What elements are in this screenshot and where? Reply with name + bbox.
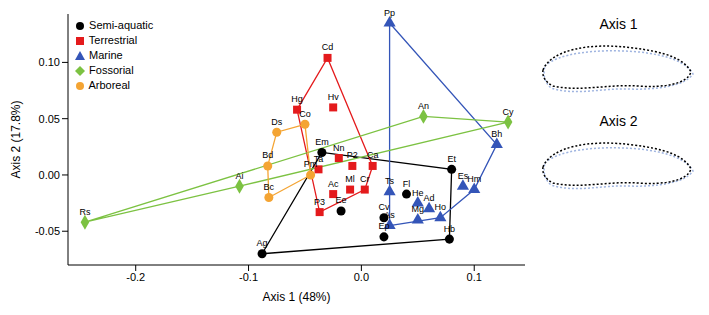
- svg-text:Ad: Ad: [424, 193, 435, 203]
- svg-text:Ta: Ta: [313, 153, 324, 164]
- svg-text:Hm: Hm: [467, 174, 481, 184]
- svg-text:-0.2: -0.2: [126, 271, 145, 283]
- svg-text:0.1: 0.1: [467, 271, 482, 283]
- svg-text:Axis 1 (48%): Axis 1 (48%): [262, 290, 330, 304]
- svg-text:Cr: Cr: [360, 174, 370, 184]
- svg-text:As: As: [384, 210, 395, 220]
- svg-text:Ml: Ml: [345, 174, 355, 184]
- html-text:Fossorial: Fossorial: [89, 64, 134, 76]
- svg-text:-0.1: -0.1: [239, 271, 258, 283]
- svg-text:0.00: 0.00: [39, 169, 60, 181]
- svg-text:Ca: Ca: [367, 150, 379, 160]
- svg-text:Cd: Cd: [322, 42, 334, 52]
- html-text:Axis 1: Axis 1: [599, 16, 638, 32]
- svg-text:P2: P2: [347, 150, 358, 160]
- html-text:Arboreal: Arboreal: [88, 79, 130, 91]
- html-text:Axis 2: Axis 2: [599, 113, 638, 129]
- svg-text:0.0: 0.0: [354, 271, 369, 283]
- html-text:Semi-aquatic: Semi-aquatic: [89, 19, 154, 31]
- svg-text:Ho: Ho: [435, 202, 447, 212]
- svg-text:Nn: Nn: [333, 143, 345, 153]
- svg-text:-0.05: -0.05: [35, 225, 60, 237]
- svg-text:Et: Et: [447, 154, 456, 164]
- svg-text:Ai: Ai: [236, 171, 244, 181]
- svg-text:Ee: Ee: [336, 195, 347, 205]
- svg-text:He: He: [412, 188, 424, 198]
- svg-text:Bc: Bc: [264, 182, 275, 192]
- svg-text:Fl: Fl: [403, 179, 411, 189]
- svg-text:Hv: Hv: [328, 92, 339, 102]
- svg-text:0.05: 0.05: [39, 113, 60, 125]
- svg-text:Ag: Ag: [257, 238, 268, 248]
- svg-text:P3: P3: [314, 197, 325, 207]
- svg-text:Es: Es: [457, 170, 469, 181]
- svg-text:Ep: Ep: [378, 221, 389, 231]
- html-text:Terrestrial: Terrestrial: [88, 34, 138, 46]
- svg-text:Co: Co: [299, 109, 311, 119]
- svg-text:Pm: Pm: [304, 159, 318, 169]
- svg-text:Bd: Bd: [262, 150, 273, 160]
- svg-text:An: An: [418, 101, 429, 111]
- svg-text:Axis 2 (17.8%): Axis 2 (17.8%): [9, 100, 23, 178]
- svg-text:Mg: Mg: [412, 204, 425, 214]
- svg-text:Em: Em: [315, 137, 329, 147]
- svg-text:Ds: Ds: [271, 117, 282, 127]
- html-text:Marine: Marine: [89, 49, 123, 61]
- svg-text:Rs: Rs: [79, 207, 90, 217]
- svg-text:Hg: Hg: [291, 94, 303, 104]
- svg-text:Cy: Cy: [503, 107, 514, 117]
- svg-text:0.10: 0.10: [39, 56, 60, 68]
- svg-text:Cv: Cv: [378, 202, 390, 213]
- svg-text:Ac: Ac: [328, 179, 339, 189]
- svg-text:Ts: Ts: [385, 176, 395, 186]
- svg-text:Hb: Hb: [444, 224, 456, 234]
- svg-text:Bh: Bh: [491, 129, 502, 139]
- svg-text:Pp: Pp: [384, 8, 395, 17]
